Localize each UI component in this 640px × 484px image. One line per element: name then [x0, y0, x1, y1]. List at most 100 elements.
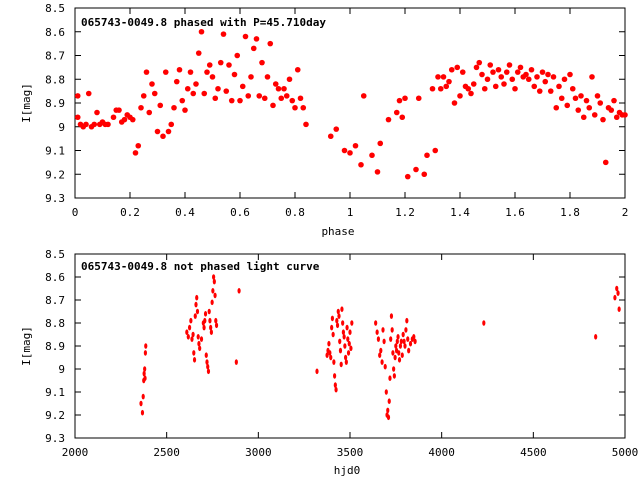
- y-tick-label: 9.3: [45, 192, 65, 205]
- y-tick-label: 9: [58, 363, 65, 376]
- chart-title: 065743-0049.8 phased with P=45.710day: [81, 16, 326, 29]
- data-point: [267, 40, 274, 47]
- data-point: [74, 93, 81, 99]
- data-point: [335, 322, 340, 329]
- data-point: [503, 69, 510, 75]
- data-point: [583, 97, 590, 104]
- data-point: [210, 299, 214, 306]
- data-point: [192, 350, 196, 356]
- data-point: [512, 85, 518, 92]
- data-point: [484, 76, 491, 83]
- data-point: [154, 128, 161, 135]
- data-point: [457, 93, 463, 99]
- data-point: [613, 114, 620, 121]
- data-point: [558, 95, 565, 102]
- x-tick-label: 3500: [337, 446, 364, 459]
- data-point: [448, 66, 455, 73]
- data-point: [151, 90, 158, 97]
- data-point: [176, 66, 183, 73]
- x-tick-label: 4500: [520, 446, 547, 459]
- data-point: [143, 350, 147, 356]
- data-point: [412, 334, 416, 340]
- data-point: [556, 83, 562, 90]
- data-point: [256, 93, 263, 99]
- data-point: [479, 71, 485, 78]
- data-point: [567, 71, 573, 78]
- data-point: [116, 107, 122, 113]
- data-point: [376, 336, 381, 342]
- data-point: [403, 343, 407, 349]
- data-point: [292, 104, 298, 111]
- data-point: [206, 62, 213, 68]
- data-point: [286, 76, 293, 83]
- data-point: [580, 114, 587, 121]
- data-point: [405, 317, 409, 324]
- chart-title: 065743-0049.8 not phased light curve: [81, 260, 320, 273]
- data-point: [294, 66, 301, 73]
- data-point: [198, 345, 202, 352]
- data-point: [223, 88, 230, 94]
- data-point: [451, 100, 458, 106]
- data-point: [348, 329, 352, 336]
- data-point: [334, 386, 338, 393]
- data-point: [245, 93, 252, 99]
- y-tick-label: 9.2: [45, 409, 65, 422]
- data-point: [347, 150, 353, 156]
- x-axis-label: hjd0: [334, 464, 361, 477]
- axis-ticks: 0 0.2 0.4 0.6 0.8 1 1.2 1.4 1.6 1.8 2 8.5 8.6 8.7 8.8 8…: [45, 2, 628, 219]
- data-point: [212, 278, 216, 285]
- data-point: [539, 69, 546, 75]
- data-point: [206, 363, 210, 370]
- data-point: [121, 116, 128, 123]
- data-point: [398, 343, 403, 349]
- data-point: [132, 150, 139, 156]
- data-point: [196, 334, 200, 340]
- data-point: [531, 83, 538, 90]
- data-point: [413, 166, 419, 173]
- data-point: [199, 336, 204, 342]
- data-point: [575, 107, 582, 113]
- data-point: [344, 354, 348, 361]
- data-point: [394, 343, 398, 349]
- data-point: [617, 306, 621, 313]
- data-point: [397, 357, 402, 363]
- data-point: [327, 133, 334, 140]
- data-point: [168, 121, 175, 128]
- data-point: [542, 78, 549, 85]
- data-point: [397, 350, 401, 356]
- data-point: [331, 331, 335, 338]
- data-point: [207, 308, 211, 315]
- data-point: [201, 90, 208, 97]
- data-point: [329, 354, 333, 361]
- data-point: [490, 69, 496, 75]
- data-point: [383, 363, 387, 370]
- data-point: [395, 338, 399, 345]
- data-point: [340, 306, 344, 313]
- x-tick-label: 0.4: [175, 206, 195, 219]
- data-point: [226, 62, 232, 68]
- data-point: [341, 147, 348, 154]
- data-point: [194, 301, 198, 308]
- data-point: [110, 114, 117, 121]
- data-point: [509, 76, 516, 83]
- data-point: [328, 350, 332, 356]
- data-point: [399, 338, 403, 345]
- data-point: [203, 317, 207, 324]
- data-point: [85, 90, 92, 97]
- data-point: [143, 375, 147, 382]
- data-point: [138, 104, 144, 111]
- x-tick-label: 1.6: [505, 206, 525, 219]
- data-point: [465, 85, 472, 92]
- data-point: [212, 95, 219, 102]
- x-tick-label: 1.4: [450, 206, 470, 219]
- y-tick-label: 8.5: [45, 2, 65, 15]
- data-point: [239, 83, 246, 90]
- data-point: [275, 85, 282, 92]
- y-tick-label: 8.9: [45, 340, 65, 353]
- y-axis-label: I[mag]: [20, 83, 33, 123]
- data-point: [248, 74, 254, 80]
- data-point: [190, 336, 194, 342]
- data-point: [608, 107, 615, 113]
- data-point: [228, 97, 235, 104]
